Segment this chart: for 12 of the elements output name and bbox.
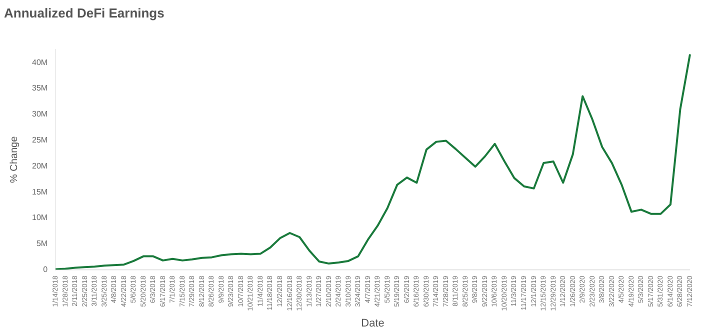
y-tick-label: 20M — [32, 161, 48, 170]
y-tick-label: 5M — [36, 239, 48, 248]
y-tick-label: 35M — [32, 84, 48, 93]
chart-title: Annualized DeFi Earnings — [4, 5, 164, 20]
x-axis-title: Date — [361, 317, 384, 330]
y-tick-label: 25M — [32, 135, 48, 144]
y-tick-label: 10M — [32, 213, 48, 222]
y-tick-label: 0 — [43, 264, 48, 274]
y-tick-label: 40M — [32, 58, 48, 67]
y-axis-title: % Change — [8, 136, 20, 184]
y-tick-label: 30M — [32, 110, 48, 119]
y-tick-label: 15M — [32, 187, 48, 196]
